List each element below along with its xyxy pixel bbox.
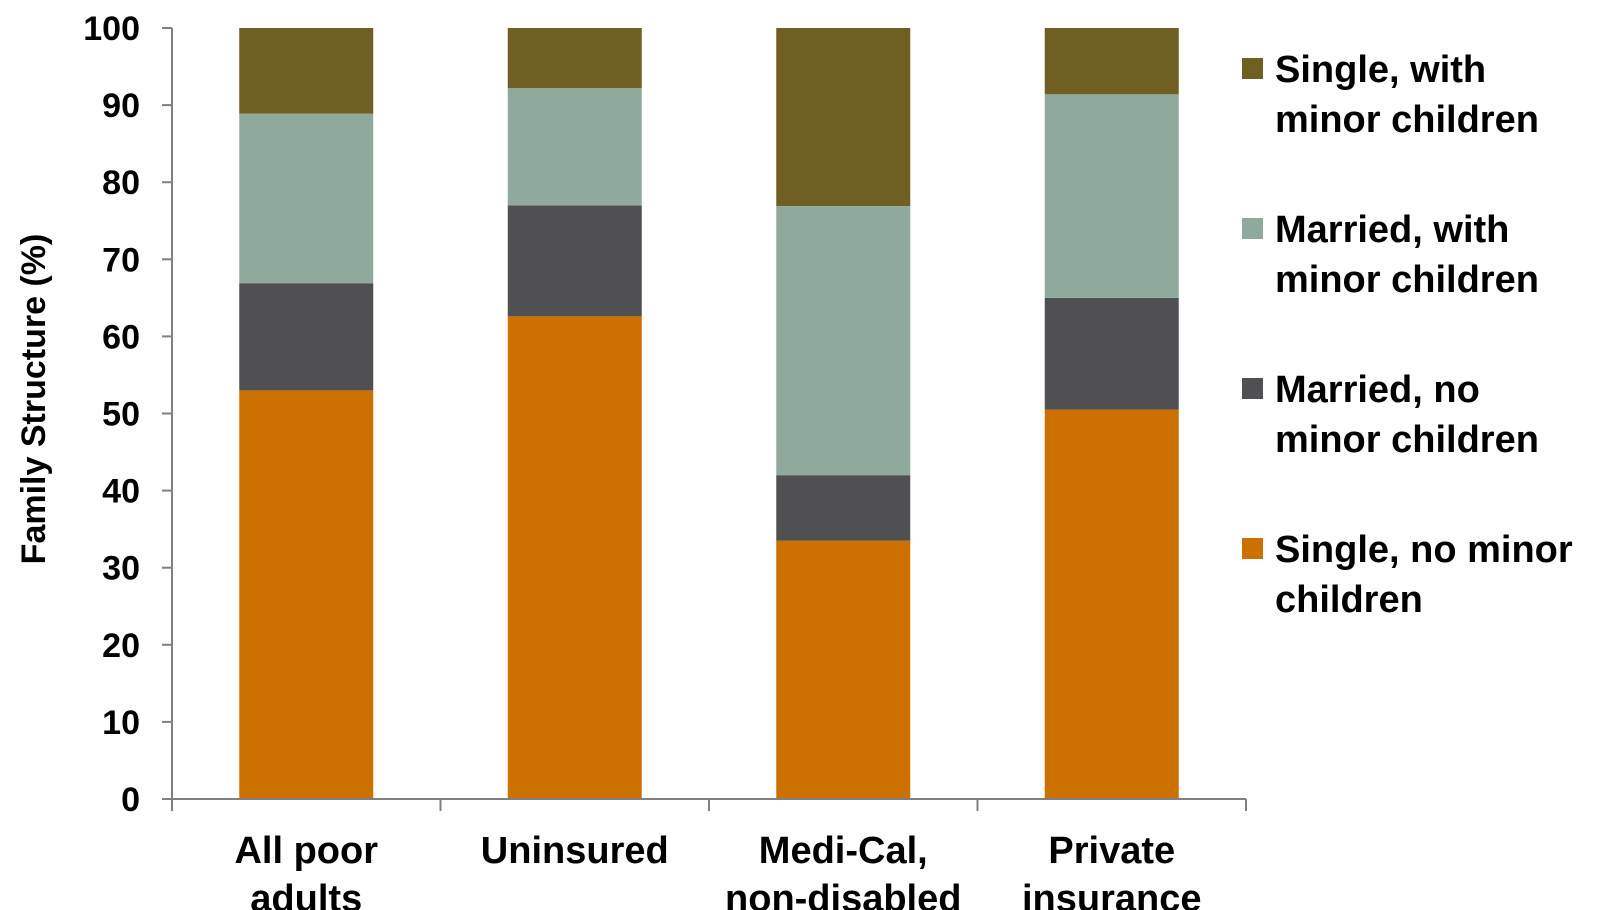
legend-swatch (1242, 218, 1263, 239)
bar-segment-2-3 (776, 28, 911, 207)
x-category-label: Private insurance (1022, 830, 1202, 910)
y-tick-label: 50 (102, 396, 140, 434)
y-tick-label: 0 (121, 781, 140, 819)
bar-segment-0-2 (239, 113, 374, 284)
bar-segment-2-0 (776, 540, 911, 799)
legend-swatch (1242, 378, 1263, 399)
bar-segment-3-3 (1044, 28, 1179, 95)
bar-segment-1-3 (507, 28, 642, 89)
legend-label: Married, with minor children (1275, 209, 1539, 301)
bar-segment-3-0 (1044, 409, 1179, 799)
y-tick-label: 30 (102, 550, 140, 588)
x-category-label: Uninsured (481, 830, 669, 872)
legend: Single, with minor children Married, with m… (1242, 49, 1573, 621)
x-category-label: Medi-Cal, non-disabled (725, 830, 961, 910)
x-category-label: All poor adults (234, 830, 378, 910)
bar-segment-0-3 (239, 28, 374, 114)
legend-label: Married, no minor children (1275, 369, 1539, 461)
y-tick-label: 70 (102, 241, 140, 279)
legend-label: Single, with minor children (1275, 49, 1539, 141)
bar-segment-1-2 (507, 88, 642, 206)
bar-segment-2-2 (776, 206, 911, 476)
y-tick-label: 80 (102, 164, 140, 202)
bar-segment-1-0 (507, 316, 642, 799)
legend-swatch (1242, 538, 1263, 559)
bar-segment-3-1 (1044, 297, 1179, 410)
legend-swatch (1242, 58, 1263, 79)
bar-segment-3-2 (1044, 94, 1179, 298)
bar-segment-2-1 (776, 475, 911, 541)
plot-area (239, 28, 1179, 799)
y-tick-label: 40 (102, 473, 140, 511)
bar-segment-0-0 (239, 390, 374, 799)
y-tick-label: 100 (83, 10, 140, 48)
bar-segment-0-1 (239, 283, 374, 391)
y-tick-label: 90 (102, 87, 140, 125)
x-axis: All poor adults Uninsured Medi-Cal, non-disa… (171, 798, 1247, 910)
y-tick-label: 10 (102, 704, 140, 742)
y-tick-label: 20 (102, 627, 140, 665)
legend-label: Single, no minor children (1275, 529, 1573, 621)
y-axis-title: Family Structure (%) (15, 234, 53, 565)
y-axis: 0 10 20 30 40 50 60 70 80 90 100 (83, 10, 173, 819)
bar-segment-1-1 (507, 205, 642, 317)
y-tick-label: 60 (102, 318, 140, 356)
